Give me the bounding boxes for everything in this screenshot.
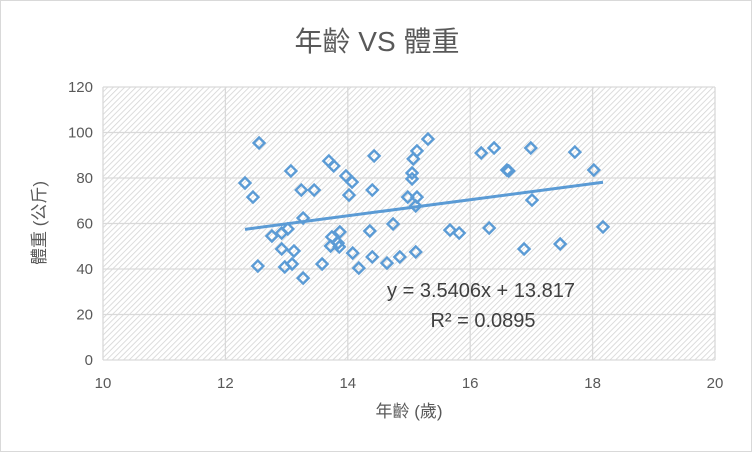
y-tick-label: 120 [68,79,93,96]
data-point [586,162,602,178]
data-point [442,222,458,238]
data-point [392,249,408,265]
data-point [366,148,382,164]
x-axis-label: 年齡 (歲) [375,402,442,421]
data-point [314,256,330,272]
data-point [306,182,322,198]
data-point [379,255,395,271]
data-point [245,189,261,205]
data-point [481,220,497,236]
data-point [250,258,266,274]
data-point [474,145,489,161]
y-axis-label: 體重 (公斤) [30,181,49,265]
x-tick-label: 10 [95,375,112,392]
data-point [286,243,302,259]
data-point [501,163,516,179]
x-tick-label: 20 [707,375,724,392]
y-tick-label: 60 [76,216,93,233]
x-tick-label: 14 [339,375,356,392]
trendline-equation: y = 3.5406x + 13.817 [387,280,575,302]
data-point [330,235,346,251]
data-point [404,171,420,187]
data-point [295,270,311,286]
x-tick-label: 18 [584,375,601,392]
data-point [294,182,309,198]
data-point [280,221,296,237]
data-point [486,140,502,156]
y-tick-label: 100 [68,125,93,142]
data-point [523,140,538,156]
data-point [344,174,360,190]
data-point [351,260,367,276]
data-point [341,187,357,203]
data-point [552,236,568,252]
chart-title: 年齡 VS 體重 [295,26,460,57]
data-point [516,241,532,257]
data-point [274,241,289,257]
y-tick-label: 80 [76,170,93,187]
data-point [400,189,415,205]
data-point [283,163,299,179]
data-point [295,210,311,226]
data-point [284,256,300,272]
data-point [408,244,423,260]
data-point [420,131,436,147]
data-point [408,198,423,214]
x-tick-label: 12 [217,375,234,392]
data-point [237,175,253,191]
x-tick-label: 16 [462,375,479,392]
data-point [451,225,467,241]
data-point [345,245,360,261]
data-point [362,223,378,239]
data-point [567,144,583,160]
data-point [404,165,420,181]
data-point [409,143,425,159]
data-point [264,228,280,244]
data-point [332,224,348,240]
y-tick-label: 20 [76,307,93,324]
data-point [251,135,267,151]
data-point [365,249,380,265]
data-point [524,192,540,208]
data-point [385,216,401,232]
y-tick-label: 40 [76,261,93,278]
data-point [326,158,341,174]
r-squared-label: R² = 0.0895 [430,310,535,332]
data-point [595,219,611,235]
data-point [365,182,380,198]
y-tick-label: 0 [85,352,93,369]
trendline [244,180,604,231]
